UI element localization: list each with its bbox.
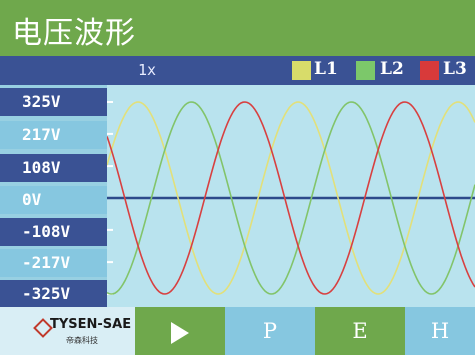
page-title: 电压波形 [12, 16, 136, 51]
axis-label-neg217: -217V [0, 249, 107, 277]
axis-label-217: 217V [0, 121, 107, 149]
legend-swatch-l1 [292, 61, 311, 80]
p-button[interactable]: P [225, 307, 315, 355]
waveform-l2 [107, 101, 475, 295]
brand-logo: TYSEN-SAE 帝森科技 [0, 307, 135, 355]
legend-label-l1: L1 [314, 59, 338, 79]
waveform-l1 [107, 101, 475, 295]
legend-label-l2: L2 [380, 59, 404, 79]
brand-subtitle: 帝森科技 [66, 336, 98, 345]
brand-name: TYSEN-SAE [50, 317, 132, 332]
bottom-toolbar: TYSEN-SAE 帝森科技 P E H [0, 307, 475, 355]
legend-swatch-l3 [420, 61, 439, 80]
waveform-l3 [107, 101, 475, 295]
legend-label-l3: L3 [443, 59, 467, 79]
e-button[interactable]: E [315, 307, 405, 355]
waveform-svg [107, 101, 475, 295]
info-bar: 1x L1 L2 L3 [0, 56, 475, 85]
y-axis-labels: 325V 217V 108V 0V -108V -217V -325V [0, 85, 107, 308]
play-icon [171, 321, 189, 344]
legend-swatch-l2 [356, 61, 375, 80]
axis-label-325: 325V [0, 88, 107, 116]
h-button[interactable]: H [405, 307, 475, 355]
axis-label-neg325: -325V [0, 280, 107, 308]
axis-label-neg108: -108V [0, 218, 107, 246]
title-bar: 电压波形 [0, 0, 475, 56]
axis-label-108: 108V [0, 154, 107, 182]
zoom-label: 1x [138, 61, 157, 79]
waveform-plot [107, 85, 475, 307]
axis-label-0: 0V [0, 186, 107, 214]
play-button[interactable] [135, 307, 225, 355]
